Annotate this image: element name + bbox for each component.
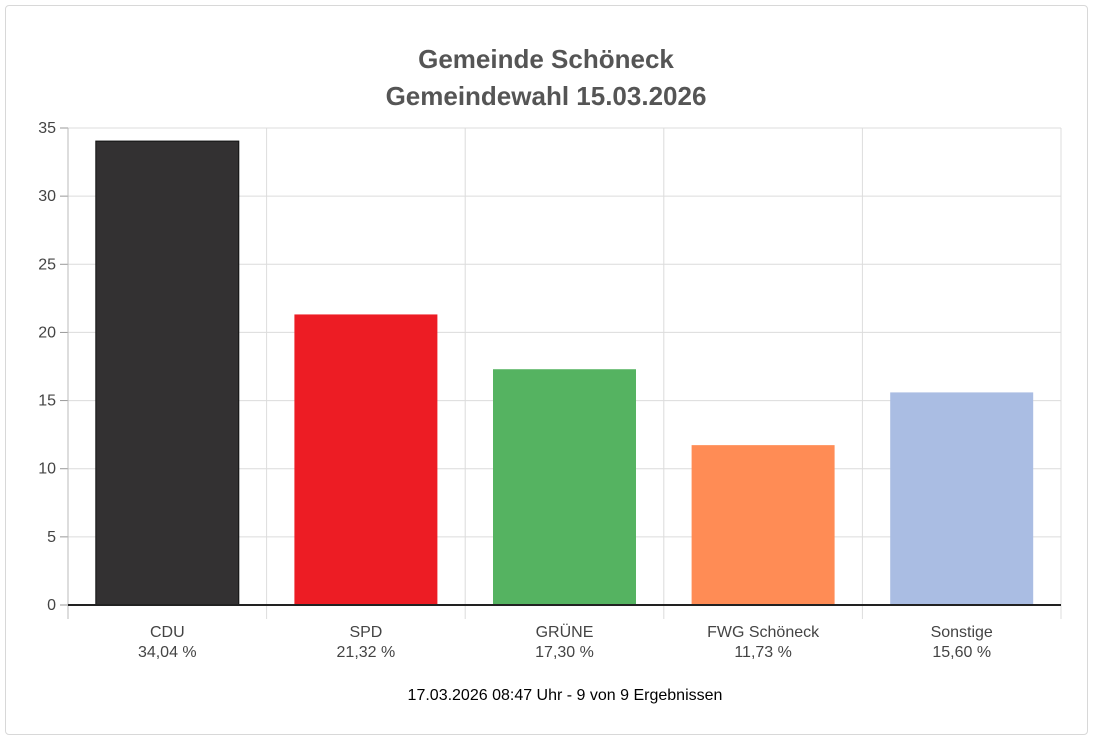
x-value-label: 11,73 % [734,644,792,661]
y-tick-label: 15 [38,393,56,410]
bar-sonstige [890,392,1034,605]
y-tick-label: 5 [47,529,56,546]
chart-title-line-1: Gemeinde Schöneck [418,44,674,74]
bar-fwg-sch-neck [691,445,835,605]
x-category-label: FWG Schöneck [707,624,820,641]
y-tick-label: 30 [38,188,56,205]
y-tick-label: 10 [38,461,56,478]
bar-gr-ne [493,369,636,605]
y-tick-label: 25 [38,256,56,273]
y-tick-label: 0 [47,597,56,614]
chart-frame [5,5,1088,735]
x-category-label: Sonstige [931,624,993,641]
x-category-label: CDU [150,624,185,641]
x-category-label: SPD [349,624,382,641]
y-tick-label: 20 [38,324,56,341]
chart-title-line-2: Gemeindewahl 15.03.2026 [386,81,707,111]
chart-footer: 17.03.2026 08:47 Uhr - 9 von 9 Ergebniss… [408,687,723,704]
bar-spd [294,314,438,605]
bar-cdu [95,140,240,606]
x-category-label: GRÜNE [536,623,594,641]
x-value-label: 21,32 % [337,644,396,661]
x-value-label: 15,60 % [932,644,991,661]
x-value-label: 17,30 % [535,644,594,661]
y-tick-label: 35 [38,120,56,137]
x-value-label: 34,04 % [138,644,197,661]
